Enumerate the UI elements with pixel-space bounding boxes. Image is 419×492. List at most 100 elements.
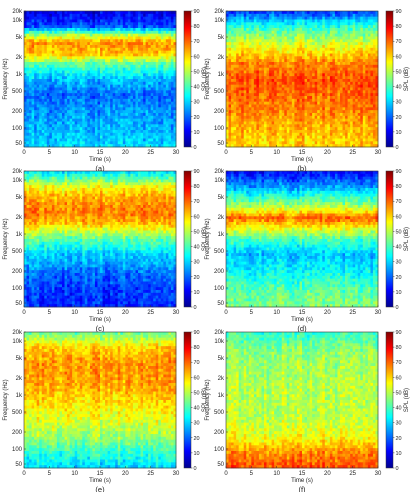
heatmap-cell <box>24 104 27 108</box>
heatmap-cell <box>138 50 141 54</box>
heatmap-cell <box>324 36 328 40</box>
heatmap-cell <box>26 56 30 60</box>
heatmap-cell <box>304 93 308 97</box>
heatmap-cell <box>226 87 229 91</box>
heatmap-cell <box>59 138 63 142</box>
heatmap-cell <box>294 30 298 35</box>
heatmap-cell <box>253 50 257 54</box>
heatmap-cell <box>143 118 146 122</box>
heatmap-cell <box>92 138 96 142</box>
heatmap-cell <box>110 90 114 94</box>
heatmap-cell <box>29 50 32 54</box>
heatmap-cell <box>143 73 146 77</box>
heatmap-cell <box>94 33 98 37</box>
heatmap-cell <box>54 96 58 100</box>
heatmap-cell <box>236 93 240 97</box>
heatmap-cell <box>135 56 139 60</box>
heatmap-cell <box>36 70 40 74</box>
heatmap-cell <box>26 36 30 40</box>
heatmap-cell <box>302 93 305 97</box>
heatmap-cell <box>31 50 35 54</box>
heatmap-cell <box>256 39 260 43</box>
heatmap-cell <box>352 39 356 43</box>
heatmap-cell <box>82 96 86 100</box>
heatmap-cell <box>322 33 326 37</box>
heatmap-cell <box>130 62 134 66</box>
heatmap-cell <box>125 107 129 111</box>
heatmap-cell <box>304 76 308 80</box>
heatmap-cell <box>327 62 331 66</box>
heatmap-cell <box>309 70 313 74</box>
heatmap-cell <box>302 45 305 49</box>
heatmap-cell <box>155 25 159 29</box>
heatmap-cell <box>54 138 58 142</box>
heatmap-cell <box>309 87 313 91</box>
heatmap-cell <box>340 45 343 49</box>
heatmap-cell <box>155 56 159 60</box>
heatmap-cell <box>246 13 250 18</box>
heatmap-cell <box>127 76 131 80</box>
heatmap-cell <box>266 19 270 23</box>
heatmap-cell <box>46 39 50 43</box>
heatmap-cell <box>64 115 68 120</box>
heatmap-cell <box>140 76 144 80</box>
heatmap-cell <box>284 13 288 18</box>
heatmap-cell <box>347 47 351 52</box>
heatmap-cell <box>130 42 134 46</box>
heatmap-cell <box>79 124 83 128</box>
heatmap-cell <box>233 76 237 80</box>
heatmap-cell <box>266 28 270 32</box>
heatmap-cell <box>34 47 38 52</box>
heatmap-cell <box>100 73 103 77</box>
heatmap-cell <box>289 28 293 32</box>
heatmap-cell <box>173 13 177 18</box>
heatmap-cell <box>319 79 323 83</box>
heatmap-cell <box>357 16 361 20</box>
heatmap-cell <box>165 56 169 60</box>
heatmap-cell <box>256 25 260 29</box>
heatmap-cell <box>322 73 326 77</box>
heatmap-cell <box>74 67 78 71</box>
heatmap-cell <box>41 132 45 137</box>
heatmap-cell <box>309 22 313 26</box>
heatmap-cell <box>102 130 106 134</box>
heatmap-cell <box>46 28 50 32</box>
heatmap-cell <box>143 84 146 88</box>
heatmap-cell <box>355 96 359 100</box>
heatmap-cell <box>26 104 30 108</box>
heatmap-cell <box>44 90 48 94</box>
heatmap-cell <box>62 141 65 145</box>
heatmap-cell <box>158 39 162 43</box>
heatmap-cell <box>248 73 252 77</box>
heatmap-cell <box>256 33 260 37</box>
heatmap-cell <box>153 36 157 40</box>
heatmap-cell <box>248 30 252 35</box>
heatmap-cell <box>281 11 285 15</box>
heatmap-cell <box>138 64 141 69</box>
heatmap-cell <box>158 76 162 80</box>
heatmap-cell <box>49 135 53 139</box>
heatmap-cell <box>332 47 336 52</box>
heatmap-cell <box>231 62 234 66</box>
heatmap-cell <box>31 101 35 105</box>
heatmap-cell <box>241 42 245 46</box>
heatmap-cell <box>120 144 124 148</box>
heatmap-cell <box>322 87 326 91</box>
heatmap-cell <box>84 144 88 148</box>
heatmap-cell <box>130 127 134 131</box>
heatmap-cell <box>155 130 159 134</box>
heatmap-cell <box>269 56 272 60</box>
heatmap-cell <box>253 45 257 49</box>
heatmap-cell <box>360 59 364 63</box>
heatmap-cell <box>135 19 139 23</box>
heatmap-cell <box>238 107 242 111</box>
heatmap-cell <box>64 118 68 122</box>
heatmap-cell <box>304 33 308 37</box>
heatmap-cell <box>231 93 234 97</box>
heatmap-cell <box>140 110 144 114</box>
heatmap-cell <box>362 73 366 77</box>
heatmap-cell <box>89 73 93 77</box>
heatmap-cell <box>100 132 103 137</box>
heatmap-cell <box>160 47 164 52</box>
heatmap-cell <box>29 84 32 88</box>
